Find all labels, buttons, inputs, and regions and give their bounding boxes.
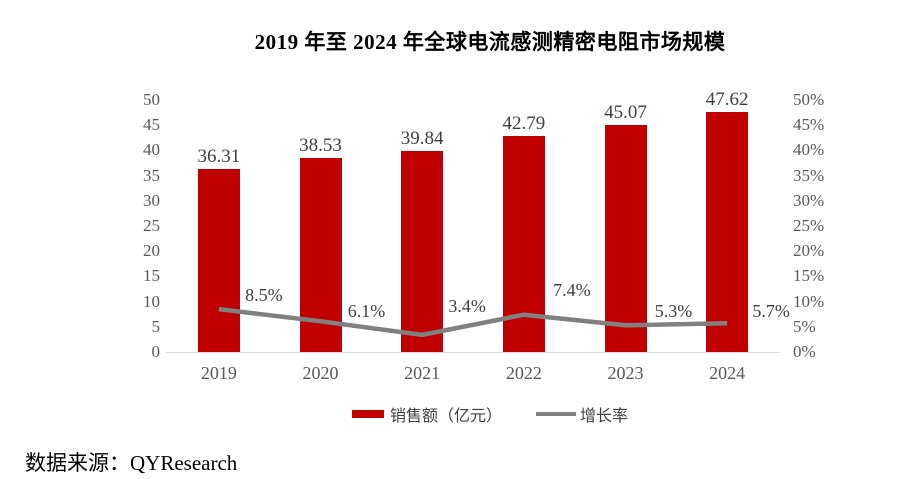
chart-title: 2019 年至 2024 年全球电流感测精密电阻市场规模 xyxy=(254,30,726,54)
bar-value-label: 39.84 xyxy=(400,128,444,150)
x-axis-line xyxy=(166,352,780,353)
growth-rate-label: 6.1% xyxy=(347,301,386,322)
right-axis-tick: 50% xyxy=(793,90,825,109)
right-axis-tick: 35% xyxy=(793,165,825,185)
bar-value-label: 45.07 xyxy=(604,101,647,123)
legend: 销售额（亿元） 增长率 xyxy=(180,402,800,426)
bar-value-label: 36.31 xyxy=(197,145,241,167)
left-axis-tick: 0 xyxy=(151,342,161,361)
left-axis-tick: 5 xyxy=(151,316,161,336)
right-axis-tick: 40% xyxy=(793,140,825,160)
left-axis-tick: 20 xyxy=(143,241,160,261)
x-axis-label: 2022 xyxy=(505,363,542,383)
left-axis-tick: 40 xyxy=(143,140,160,160)
growth-rate-label: 5.7% xyxy=(752,301,790,322)
right-axis-tick: 25% xyxy=(793,216,825,235)
left-axis-tick: 25 xyxy=(143,216,160,235)
sales-bar xyxy=(299,157,342,352)
legend-item-growth: 增长率 xyxy=(536,402,628,426)
growth-rate-label: 5.3% xyxy=(654,301,693,322)
x-axis-label: 2023 xyxy=(607,363,644,383)
legend-line-swatch xyxy=(536,412,576,416)
x-axis-label: 2019 xyxy=(200,363,237,383)
right-axis-tick: 30% xyxy=(793,190,825,210)
sales-bar xyxy=(401,151,444,352)
left-axis-tick: 35 xyxy=(143,165,160,185)
right-axis-tick: 5% xyxy=(793,316,816,336)
right-axis-tick: 15% xyxy=(793,266,825,286)
bar-value-label: 38.53 xyxy=(299,134,342,156)
growth-rate-label: 8.5% xyxy=(245,285,283,306)
bar-value-label: 42.79 xyxy=(502,113,546,135)
left-axis-tick: 30 xyxy=(143,190,160,210)
right-axis-tick: 10% xyxy=(793,291,825,311)
left-axis-tick: 10 xyxy=(143,291,160,311)
growth-rate-label: 7.4% xyxy=(553,279,591,300)
sales-bar xyxy=(502,136,545,352)
bar-value-label: 47.62 xyxy=(705,88,749,110)
growth-rate-label: 3.4% xyxy=(448,295,486,316)
left-axis-tick: 15 xyxy=(143,266,160,286)
legend-bar-label: 销售额（亿元） xyxy=(389,408,502,425)
right-axis-tick: 45% xyxy=(793,115,825,135)
x-axis-label: 2020 xyxy=(302,363,339,383)
left-axis-tick: 45 xyxy=(143,115,160,135)
right-axis-tick: 0% xyxy=(793,342,816,361)
data-source: 数据来源：QYResearch xyxy=(25,451,238,475)
x-axis-label: 2021 xyxy=(404,363,441,383)
sales-bar xyxy=(197,168,240,352)
x-axis-label: 2024 xyxy=(709,363,746,383)
legend-item-sales: 销售额（亿元） xyxy=(351,402,502,426)
legend-bar-swatch xyxy=(351,410,384,418)
left-axis-tick: 50 xyxy=(143,90,160,109)
legend-line-label: 增长率 xyxy=(580,408,629,425)
right-axis-tick: 20% xyxy=(793,241,825,261)
